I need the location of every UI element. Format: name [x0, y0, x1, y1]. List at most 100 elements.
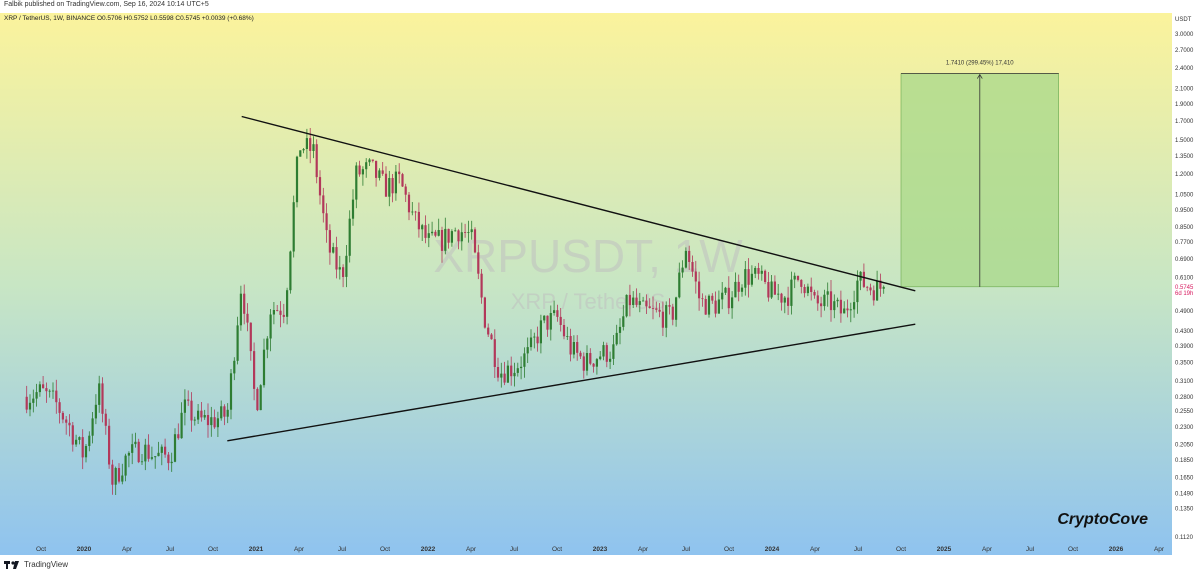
target-projection[interactable]: 1.7410 (299.45%) 17,410 — [900, 61, 1059, 288]
candle-body — [51, 390, 55, 392]
candle-body — [226, 409, 229, 417]
time-axis[interactable]: Oct 2020 Apr Jul Oct 2021 Apr Jul Oct 2022 Apr Jul O… — [36, 546, 1165, 553]
candle-body — [187, 399, 190, 401]
candle-body — [661, 311, 664, 328]
candle-body — [65, 419, 68, 423]
candle-body — [183, 399, 186, 413]
candle-body — [734, 281, 737, 298]
candle-body — [108, 425, 111, 465]
candle-body — [721, 292, 724, 300]
candle-body — [645, 300, 648, 307]
candle-body — [816, 295, 819, 304]
candle-body — [635, 297, 638, 305]
time-tick-label: Oct — [896, 546, 906, 553]
candle-body — [602, 345, 605, 357]
candle-body — [806, 286, 809, 294]
candle-body — [793, 275, 796, 280]
candle-body — [173, 434, 177, 462]
publish-header: Falbik published on TradingView.com, Sep… — [0, 0, 1200, 13]
candle-body — [516, 368, 519, 373]
time-tick-label: 2025 — [937, 546, 952, 553]
candle-body — [28, 402, 32, 410]
time-tick-label: 2020 — [77, 546, 92, 553]
candle-body — [605, 345, 608, 362]
candle-body — [747, 269, 750, 285]
time-tick-label: 2023 — [593, 546, 608, 553]
candle-body — [160, 446, 163, 453]
price-tick-label: 0.2300 — [1175, 425, 1194, 431]
candle-body — [223, 406, 226, 417]
candle-body — [740, 287, 744, 292]
candle-body — [365, 162, 368, 170]
candle-body — [520, 366, 523, 369]
time-tick-label: Oct — [208, 546, 218, 553]
candle-body — [790, 279, 793, 306]
candle-body — [197, 410, 200, 420]
candle-body — [490, 334, 493, 340]
candle-body — [777, 293, 780, 295]
candle-body — [355, 165, 358, 200]
candle-body — [167, 454, 170, 464]
candle-body — [879, 280, 882, 289]
candle-body — [276, 310, 279, 311]
triangle-trendlines[interactable] — [227, 115, 916, 442]
candle-body — [25, 396, 28, 410]
candle-body — [299, 150, 302, 157]
candle-body — [177, 434, 180, 439]
candle-body — [140, 461, 144, 463]
candle-body — [454, 230, 457, 232]
candle-body — [444, 228, 447, 251]
candle-body — [688, 250, 691, 262]
candle-body — [513, 372, 516, 377]
watermark-symbol: XRPUSDT, 1W — [433, 230, 743, 282]
candle-body — [856, 280, 859, 303]
candle-body — [642, 300, 645, 302]
candle-body — [582, 356, 585, 371]
candle-body — [668, 305, 671, 307]
candle-body — [836, 299, 839, 302]
candle-body — [302, 149, 305, 151]
candle-body — [338, 267, 341, 270]
candle-body — [612, 344, 615, 359]
candle-body — [88, 435, 91, 446]
candle-body — [510, 365, 513, 377]
candle-body — [503, 373, 506, 383]
candle-body — [671, 306, 674, 320]
candle-body — [91, 418, 94, 436]
triangle-upper-trendline[interactable] — [241, 115, 916, 292]
candle-body — [286, 290, 289, 317]
candle-body — [282, 314, 285, 317]
candle-body — [249, 322, 252, 352]
candle-body — [210, 417, 213, 426]
time-tick-label: Apr — [466, 546, 477, 553]
triangle-lower-trendline[interactable] — [227, 323, 916, 442]
candle-body — [767, 282, 770, 298]
current-price-tag[interactable] — [1172, 282, 1199, 296]
time-tick-label: Jul — [510, 546, 519, 553]
candle-body — [243, 293, 246, 314]
candle-body — [628, 294, 631, 306]
candle-body — [61, 412, 64, 420]
time-tick-label: Oct — [552, 546, 562, 553]
candle-body — [622, 316, 625, 327]
candle-body — [309, 138, 312, 151]
candle-body — [361, 169, 364, 175]
candle-body — [262, 349, 266, 386]
candle-body — [625, 294, 628, 317]
candle-body — [342, 267, 345, 277]
time-tick-label: Jul — [1026, 546, 1035, 553]
candle-body — [45, 388, 48, 392]
price-tick-label: 0.1350 — [1175, 506, 1194, 512]
candle-body — [477, 252, 480, 274]
candle-body — [543, 315, 546, 321]
candle-body — [773, 281, 776, 295]
price-tick-label: 0.1850 — [1175, 458, 1194, 464]
candle-body — [450, 231, 453, 243]
candle-body — [592, 363, 595, 367]
candle-body — [760, 270, 763, 274]
candle-body — [137, 441, 140, 463]
price-axis[interactable]: USDT 3.0000 2.7000 2.4000 2.1000 1.9000 1.7000… — [1172, 17, 1199, 541]
candle-body — [553, 310, 556, 313]
candle-body — [335, 247, 338, 270]
